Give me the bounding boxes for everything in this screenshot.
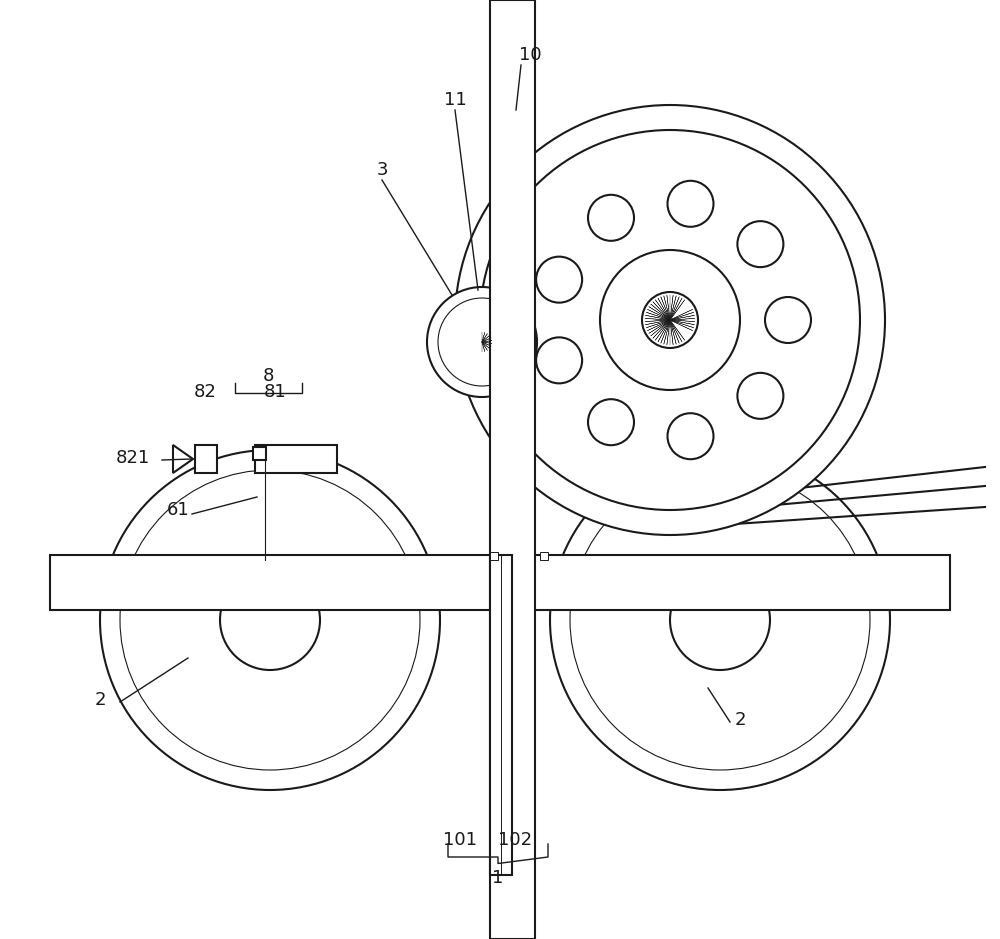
Circle shape bbox=[600, 250, 740, 390]
Polygon shape bbox=[482, 338, 491, 342]
Circle shape bbox=[220, 570, 320, 670]
Polygon shape bbox=[670, 320, 679, 344]
Polygon shape bbox=[670, 320, 685, 340]
Text: 61: 61 bbox=[167, 501, 189, 519]
Polygon shape bbox=[670, 320, 695, 325]
Polygon shape bbox=[670, 320, 693, 331]
Polygon shape bbox=[645, 318, 670, 320]
Polygon shape bbox=[667, 320, 670, 345]
Text: 101: 101 bbox=[443, 831, 477, 849]
Polygon shape bbox=[647, 309, 670, 320]
Circle shape bbox=[667, 413, 713, 459]
Polygon shape bbox=[670, 320, 682, 342]
Polygon shape bbox=[670, 316, 695, 320]
Polygon shape bbox=[658, 298, 670, 320]
Polygon shape bbox=[482, 341, 492, 342]
Polygon shape bbox=[670, 298, 682, 320]
Polygon shape bbox=[670, 320, 676, 345]
Polygon shape bbox=[482, 342, 490, 348]
Polygon shape bbox=[645, 320, 670, 325]
Polygon shape bbox=[645, 320, 670, 322]
Circle shape bbox=[670, 570, 770, 670]
Polygon shape bbox=[670, 309, 693, 320]
Text: 821: 821 bbox=[116, 449, 150, 467]
Bar bbox=[50, 555, 950, 610]
Polygon shape bbox=[482, 342, 491, 346]
Polygon shape bbox=[653, 320, 670, 338]
Polygon shape bbox=[670, 312, 694, 320]
Bar bbox=[255, 445, 337, 473]
Polygon shape bbox=[664, 320, 670, 345]
Bar bbox=[490, 552, 498, 560]
Circle shape bbox=[667, 181, 713, 227]
Polygon shape bbox=[482, 342, 492, 344]
Polygon shape bbox=[645, 316, 670, 320]
Polygon shape bbox=[651, 320, 670, 336]
Circle shape bbox=[100, 450, 440, 790]
Polygon shape bbox=[670, 295, 673, 320]
Circle shape bbox=[120, 470, 420, 770]
Circle shape bbox=[455, 105, 885, 535]
Polygon shape bbox=[670, 320, 694, 328]
Polygon shape bbox=[670, 296, 676, 320]
Circle shape bbox=[536, 337, 582, 383]
Polygon shape bbox=[649, 320, 670, 333]
Polygon shape bbox=[482, 335, 490, 342]
Text: 82: 82 bbox=[194, 383, 216, 401]
Text: 2: 2 bbox=[94, 691, 106, 709]
Polygon shape bbox=[670, 300, 685, 320]
Polygon shape bbox=[647, 320, 670, 331]
Text: 102: 102 bbox=[498, 831, 532, 849]
Polygon shape bbox=[646, 312, 670, 320]
Polygon shape bbox=[661, 297, 670, 320]
Polygon shape bbox=[651, 304, 670, 320]
Polygon shape bbox=[670, 318, 695, 320]
Bar bbox=[195, 445, 217, 473]
Circle shape bbox=[427, 287, 537, 397]
Polygon shape bbox=[646, 320, 670, 328]
Polygon shape bbox=[482, 342, 488, 350]
Bar bbox=[490, 0, 535, 939]
Polygon shape bbox=[482, 332, 485, 342]
Text: 81: 81 bbox=[264, 383, 286, 401]
Text: 8: 8 bbox=[262, 367, 274, 385]
Polygon shape bbox=[649, 306, 670, 320]
Polygon shape bbox=[482, 342, 485, 351]
Text: 1: 1 bbox=[492, 869, 504, 887]
Polygon shape bbox=[655, 320, 670, 340]
Bar bbox=[490, 555, 512, 875]
Circle shape bbox=[588, 399, 634, 445]
Circle shape bbox=[765, 297, 811, 343]
Circle shape bbox=[480, 130, 860, 510]
Polygon shape bbox=[670, 297, 679, 320]
Circle shape bbox=[550, 450, 890, 790]
Polygon shape bbox=[655, 300, 670, 320]
Polygon shape bbox=[482, 333, 488, 342]
Circle shape bbox=[570, 470, 870, 770]
Text: 2: 2 bbox=[734, 711, 746, 729]
Bar bbox=[540, 552, 548, 560]
Polygon shape bbox=[670, 320, 673, 345]
Polygon shape bbox=[658, 320, 670, 342]
Circle shape bbox=[642, 292, 698, 348]
Text: 3: 3 bbox=[376, 161, 388, 179]
Circle shape bbox=[588, 194, 634, 240]
Circle shape bbox=[536, 256, 582, 302]
Polygon shape bbox=[653, 301, 670, 320]
Polygon shape bbox=[664, 296, 670, 320]
Polygon shape bbox=[670, 320, 695, 322]
Polygon shape bbox=[661, 320, 670, 344]
Bar bbox=[253, 447, 266, 460]
Text: 11: 11 bbox=[444, 91, 466, 109]
Polygon shape bbox=[667, 295, 670, 320]
Circle shape bbox=[737, 373, 783, 419]
Text: 10: 10 bbox=[519, 46, 541, 64]
Circle shape bbox=[737, 222, 783, 268]
